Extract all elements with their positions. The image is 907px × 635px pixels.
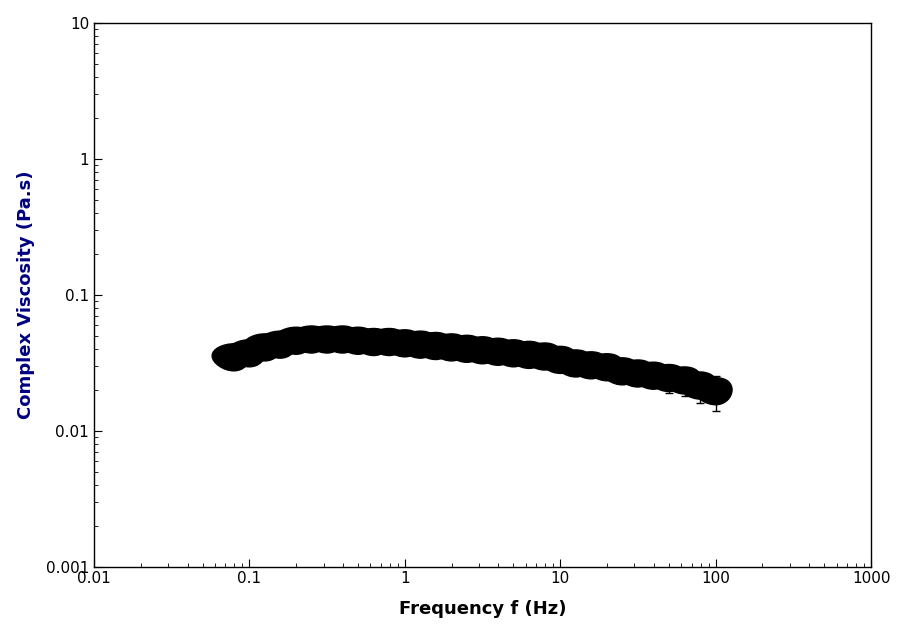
- Ellipse shape: [383, 330, 421, 357]
- Ellipse shape: [694, 378, 732, 404]
- Ellipse shape: [632, 362, 670, 389]
- Ellipse shape: [539, 346, 577, 373]
- Ellipse shape: [228, 340, 266, 367]
- Ellipse shape: [616, 360, 654, 387]
- Ellipse shape: [678, 372, 717, 399]
- Ellipse shape: [321, 326, 359, 353]
- Ellipse shape: [430, 334, 468, 361]
- Ellipse shape: [336, 327, 375, 354]
- X-axis label: Frequency f (Hz): Frequency f (Hz): [399, 600, 566, 618]
- Ellipse shape: [275, 327, 313, 354]
- Ellipse shape: [414, 333, 452, 359]
- Ellipse shape: [570, 352, 608, 379]
- Ellipse shape: [476, 338, 514, 365]
- Ellipse shape: [243, 334, 281, 361]
- Ellipse shape: [212, 344, 250, 371]
- Ellipse shape: [492, 340, 530, 367]
- Ellipse shape: [399, 331, 437, 358]
- Ellipse shape: [600, 358, 639, 385]
- Ellipse shape: [648, 364, 686, 392]
- Ellipse shape: [445, 335, 483, 363]
- Y-axis label: Complex Viscosity (Pa.s): Complex Viscosity (Pa.s): [16, 170, 34, 419]
- Ellipse shape: [523, 343, 561, 370]
- Ellipse shape: [508, 342, 546, 368]
- Ellipse shape: [461, 337, 499, 364]
- Ellipse shape: [352, 328, 390, 356]
- Ellipse shape: [306, 326, 344, 353]
- Ellipse shape: [258, 331, 297, 358]
- Ellipse shape: [663, 367, 701, 394]
- Ellipse shape: [585, 354, 623, 381]
- Ellipse shape: [367, 328, 405, 356]
- Ellipse shape: [290, 326, 328, 353]
- Ellipse shape: [554, 350, 592, 377]
